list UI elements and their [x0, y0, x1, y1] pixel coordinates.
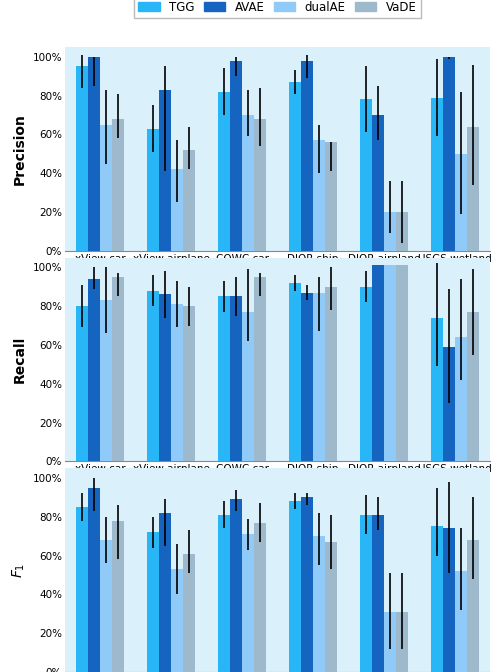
Bar [218, 515, 230, 672]
Bar [454, 154, 466, 251]
Bar [442, 528, 454, 672]
Bar [147, 128, 159, 251]
Bar [289, 283, 301, 462]
Bar [313, 536, 325, 672]
Bar [254, 119, 266, 251]
Bar [100, 540, 112, 672]
Bar [313, 140, 325, 251]
Bar [454, 571, 466, 672]
Bar [147, 532, 159, 672]
Y-axis label: $F_1$: $F_1$ [11, 562, 27, 578]
Bar [242, 312, 254, 462]
Bar [76, 306, 88, 462]
Bar [454, 337, 466, 462]
Bar [301, 497, 313, 672]
Bar [112, 277, 124, 462]
Bar [430, 318, 442, 462]
Bar [230, 296, 242, 462]
Bar [372, 265, 384, 462]
Bar [76, 507, 88, 672]
Bar [301, 292, 313, 462]
Bar [325, 287, 337, 462]
Bar [372, 115, 384, 251]
Bar [88, 488, 101, 672]
Bar [384, 212, 396, 251]
Bar [230, 60, 242, 251]
Y-axis label: Precision: Precision [13, 113, 27, 185]
Bar [100, 125, 112, 251]
Bar [76, 67, 88, 251]
Bar [289, 82, 301, 251]
Bar [325, 542, 337, 672]
Bar [171, 304, 183, 462]
Bar [396, 612, 408, 672]
Bar [384, 612, 396, 672]
Legend: TGG, AVAE, dualAE, VaDE: TGG, AVAE, dualAE, VaDE [134, 0, 422, 18]
Bar [147, 290, 159, 462]
Bar [88, 279, 101, 462]
Bar [384, 265, 396, 462]
Bar [171, 169, 183, 251]
Bar [171, 569, 183, 672]
Bar [159, 90, 171, 251]
Bar [396, 212, 408, 251]
Bar [301, 60, 313, 251]
Bar [254, 523, 266, 672]
Bar [430, 526, 442, 672]
Bar [230, 499, 242, 672]
Bar [242, 534, 254, 672]
Bar [466, 126, 478, 251]
Bar [396, 265, 408, 462]
Bar [88, 56, 101, 251]
Bar [112, 521, 124, 672]
Bar [360, 515, 372, 672]
Bar [360, 99, 372, 251]
Y-axis label: Recall: Recall [13, 336, 27, 383]
Bar [289, 501, 301, 672]
Bar [313, 292, 325, 462]
Bar [218, 91, 230, 251]
Bar [442, 56, 454, 251]
Bar [100, 300, 112, 462]
Bar [372, 515, 384, 672]
Bar [442, 347, 454, 462]
Bar [466, 312, 478, 462]
Bar [184, 150, 196, 251]
Bar [242, 115, 254, 251]
Bar [430, 97, 442, 251]
Bar [159, 513, 171, 672]
Bar [360, 287, 372, 462]
Bar [466, 540, 478, 672]
Bar [159, 294, 171, 462]
Bar [325, 142, 337, 251]
Bar [112, 119, 124, 251]
Bar [218, 296, 230, 462]
Bar [184, 554, 196, 672]
Bar [184, 306, 196, 462]
Bar [254, 277, 266, 462]
